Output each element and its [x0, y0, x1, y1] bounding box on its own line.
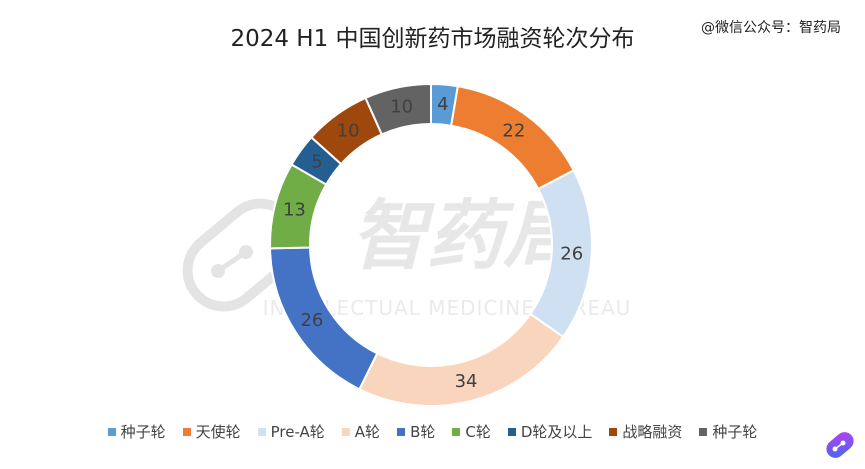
- legend-item-3: Pre-A轮: [257, 421, 325, 442]
- legend-swatch: [182, 427, 191, 436]
- legend-swatch: [397, 427, 406, 436]
- data-label-3: 26: [560, 243, 583, 264]
- legend-item-1: 种子轮: [107, 421, 166, 442]
- chart-title: 2024 H1 中国创新药市场融资轮次分布: [230, 26, 635, 52]
- legend-label: D轮及以上: [520, 423, 593, 441]
- legend-item-7: D轮及以上: [507, 421, 593, 442]
- legend: 种子轮 天使轮 Pre-A轮 A轮 B轮 C轮 D轮及以上 战略融资 种子轮: [0, 421, 865, 442]
- legend-label: 天使轮: [195, 423, 241, 441]
- legend-label: 种子轮: [120, 423, 166, 441]
- data-label-8: 10: [337, 120, 360, 141]
- legend-label: Pre-A轮: [270, 423, 325, 441]
- legend-swatch: [507, 427, 516, 436]
- data-label-5: 26: [300, 310, 323, 331]
- legend-label: 种子轮: [712, 423, 758, 441]
- legend-label: B轮: [410, 423, 436, 441]
- data-label-1: 4: [437, 94, 448, 115]
- legend-swatch: [609, 427, 618, 436]
- legend-item-6: C轮: [452, 421, 491, 442]
- legend-swatch: [699, 427, 708, 436]
- legend-swatch: [341, 427, 350, 436]
- donut-slice-9: [364, 82, 432, 136]
- data-label-2: 22: [502, 120, 525, 141]
- data-label-9: 10: [390, 97, 413, 118]
- legend-item-2: 天使轮: [182, 421, 241, 442]
- legend-label: A轮: [354, 423, 381, 441]
- legend-swatch: [107, 427, 116, 436]
- data-label-6: 13: [283, 199, 306, 220]
- legend-item-9: 种子轮: [699, 421, 757, 442]
- legend-label: C轮: [465, 423, 491, 441]
- data-label-4: 34: [455, 371, 478, 392]
- data-label-7: 5: [311, 152, 322, 173]
- source-tag: @微信公众号：智药局: [701, 20, 841, 36]
- legend-item-8: 战略融资: [609, 421, 682, 442]
- brand-logo-icon: [826, 432, 854, 458]
- legend-label: 战略融资: [622, 423, 683, 441]
- legend-swatch: [257, 427, 266, 436]
- donut-slice-4: [358, 312, 565, 407]
- legend-swatch: [452, 427, 461, 436]
- legend-item-4: A轮: [341, 421, 381, 442]
- legend-item-5: B轮: [397, 421, 435, 442]
